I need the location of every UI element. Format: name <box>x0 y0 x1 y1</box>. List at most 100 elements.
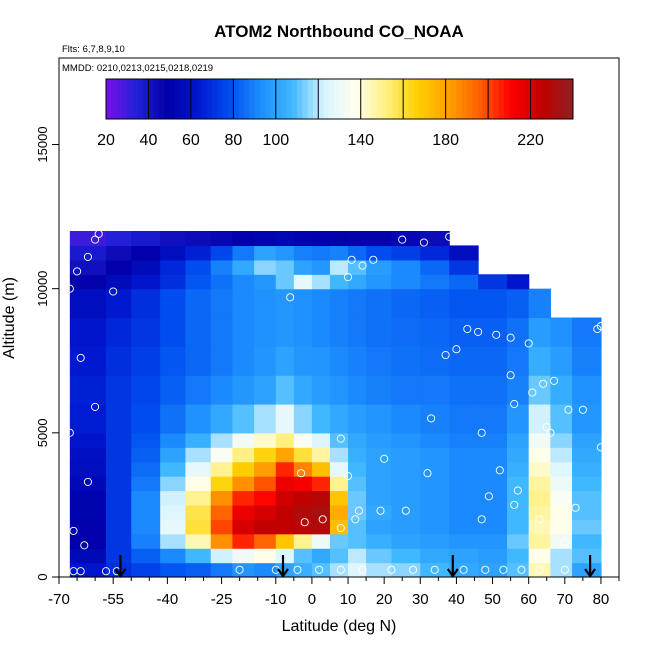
observation-point <box>510 399 519 409</box>
heatmap-cell <box>391 490 421 506</box>
heatmap-cell <box>550 317 573 347</box>
observation-point <box>65 284 74 293</box>
heatmap-cell <box>420 346 450 376</box>
heatmap-cell <box>366 375 392 405</box>
observation-point <box>423 469 432 478</box>
y-axis-label: Altitude (m) <box>1 277 18 359</box>
heatmap-cell <box>550 476 573 492</box>
heatmap-cell <box>528 432 551 448</box>
colorbar-tick-label: 140 <box>347 132 374 149</box>
heatmap-cell <box>105 548 132 564</box>
heatmap-cell <box>449 476 479 492</box>
heatmap-cell <box>449 288 479 319</box>
heatmap-cell <box>329 490 349 506</box>
heatmap-cell <box>160 317 187 347</box>
colorbar-swatch <box>153 79 160 119</box>
heatmap-cell <box>391 447 421 463</box>
heatmap-cell <box>366 562 392 578</box>
heatmap-cell <box>210 519 234 535</box>
colorbar-swatch <box>557 79 563 119</box>
colorbar-swatch <box>180 79 187 119</box>
heatmap-cell <box>210 274 234 290</box>
heatmap-cell <box>311 504 331 520</box>
heatmap-cell <box>232 447 255 463</box>
heatmap-cell <box>391 548 421 564</box>
colorbar-swatch <box>376 79 383 119</box>
heatmap-cell <box>572 346 602 376</box>
heatmap-cell <box>69 447 107 463</box>
heatmap-cell <box>293 375 313 405</box>
colorbar-tick-label: 20 <box>97 132 115 149</box>
observation-point <box>358 565 367 574</box>
heatmap-cell <box>232 404 255 434</box>
heatmap-cell <box>311 404 331 434</box>
heatmap-cell <box>105 432 132 448</box>
heatmap-cell <box>160 274 187 290</box>
heatmap-cell <box>348 519 367 535</box>
observation-point <box>343 472 353 481</box>
heatmap-cell <box>366 231 392 247</box>
heatmap-cell <box>160 461 187 477</box>
observation-point <box>235 565 244 574</box>
heatmap-cell <box>160 548 187 564</box>
heatmap-cell <box>329 533 349 549</box>
colorbar-swatch <box>265 79 272 119</box>
colorbar-swatch <box>174 79 181 119</box>
heatmap-cell <box>69 274 107 290</box>
observation-point <box>441 350 450 360</box>
observation-point <box>398 235 407 244</box>
heatmap-cell <box>160 259 187 275</box>
dates-label: MMDD: 0210,0213,0215,0218,0219 <box>62 63 213 74</box>
x-tick-label: 20 <box>376 591 393 608</box>
x-axis: -70 -55 -40 -25 -10 0 10 20 30 40 50 60 70 80 <box>48 577 620 608</box>
heatmap-cell <box>160 231 187 247</box>
observation-point <box>369 255 378 264</box>
heatmap-cell <box>366 461 392 477</box>
heatmap-cell <box>391 274 421 290</box>
colorbar-swatch <box>196 79 203 119</box>
observation-point <box>535 565 544 574</box>
observation-point <box>477 515 486 524</box>
heatmap-cell <box>232 231 255 247</box>
heatmap-cell <box>348 461 367 477</box>
heatmap-cell <box>105 447 132 463</box>
colorbar-swatch <box>535 79 542 119</box>
heatmap-cell <box>366 490 392 506</box>
x-tick-label: -25 <box>211 591 233 608</box>
heatmap-cell <box>210 461 234 477</box>
heatmap-cell <box>210 447 234 463</box>
colorbar-swatch <box>387 79 394 119</box>
heatmap-cell <box>550 519 573 535</box>
heatmap-cell <box>572 476 602 492</box>
heatmap-cell <box>348 562 367 578</box>
colorbar-swatch <box>397 79 404 119</box>
colorbar-swatch <box>318 79 325 119</box>
heatmap-cell <box>329 548 349 564</box>
heatmap-cell <box>550 432 573 448</box>
heatmap-cell <box>311 432 331 448</box>
heatmap-cell <box>311 476 331 492</box>
heatmap-cell <box>160 404 187 434</box>
heatmap-cell <box>329 375 349 405</box>
colorbar-swatch <box>302 79 309 119</box>
colorbar-swatch <box>541 79 547 119</box>
heatmap-cell <box>185 346 212 376</box>
heatmap-cell <box>449 432 479 448</box>
heatmap-cell <box>391 476 421 492</box>
heatmap-cell <box>311 274 331 290</box>
heatmap-cell <box>391 259 421 275</box>
heatmap-layer <box>69 231 602 578</box>
heatmap-cell <box>311 562 331 578</box>
heatmap-cell <box>420 375 450 405</box>
heatmap-cell <box>293 548 313 564</box>
heatmap-cell <box>160 447 187 463</box>
heatmap-cell <box>366 519 392 535</box>
observation-point <box>549 376 559 385</box>
heatmap-cell <box>391 231 421 247</box>
heatmap-cell <box>160 346 187 376</box>
observation-point <box>445 232 454 241</box>
heatmap-cell <box>391 245 421 261</box>
heatmap-cell <box>507 432 530 448</box>
heatmap-cell <box>420 519 450 535</box>
flights-label: Flts: 6,7,8,9,10 <box>62 44 125 55</box>
